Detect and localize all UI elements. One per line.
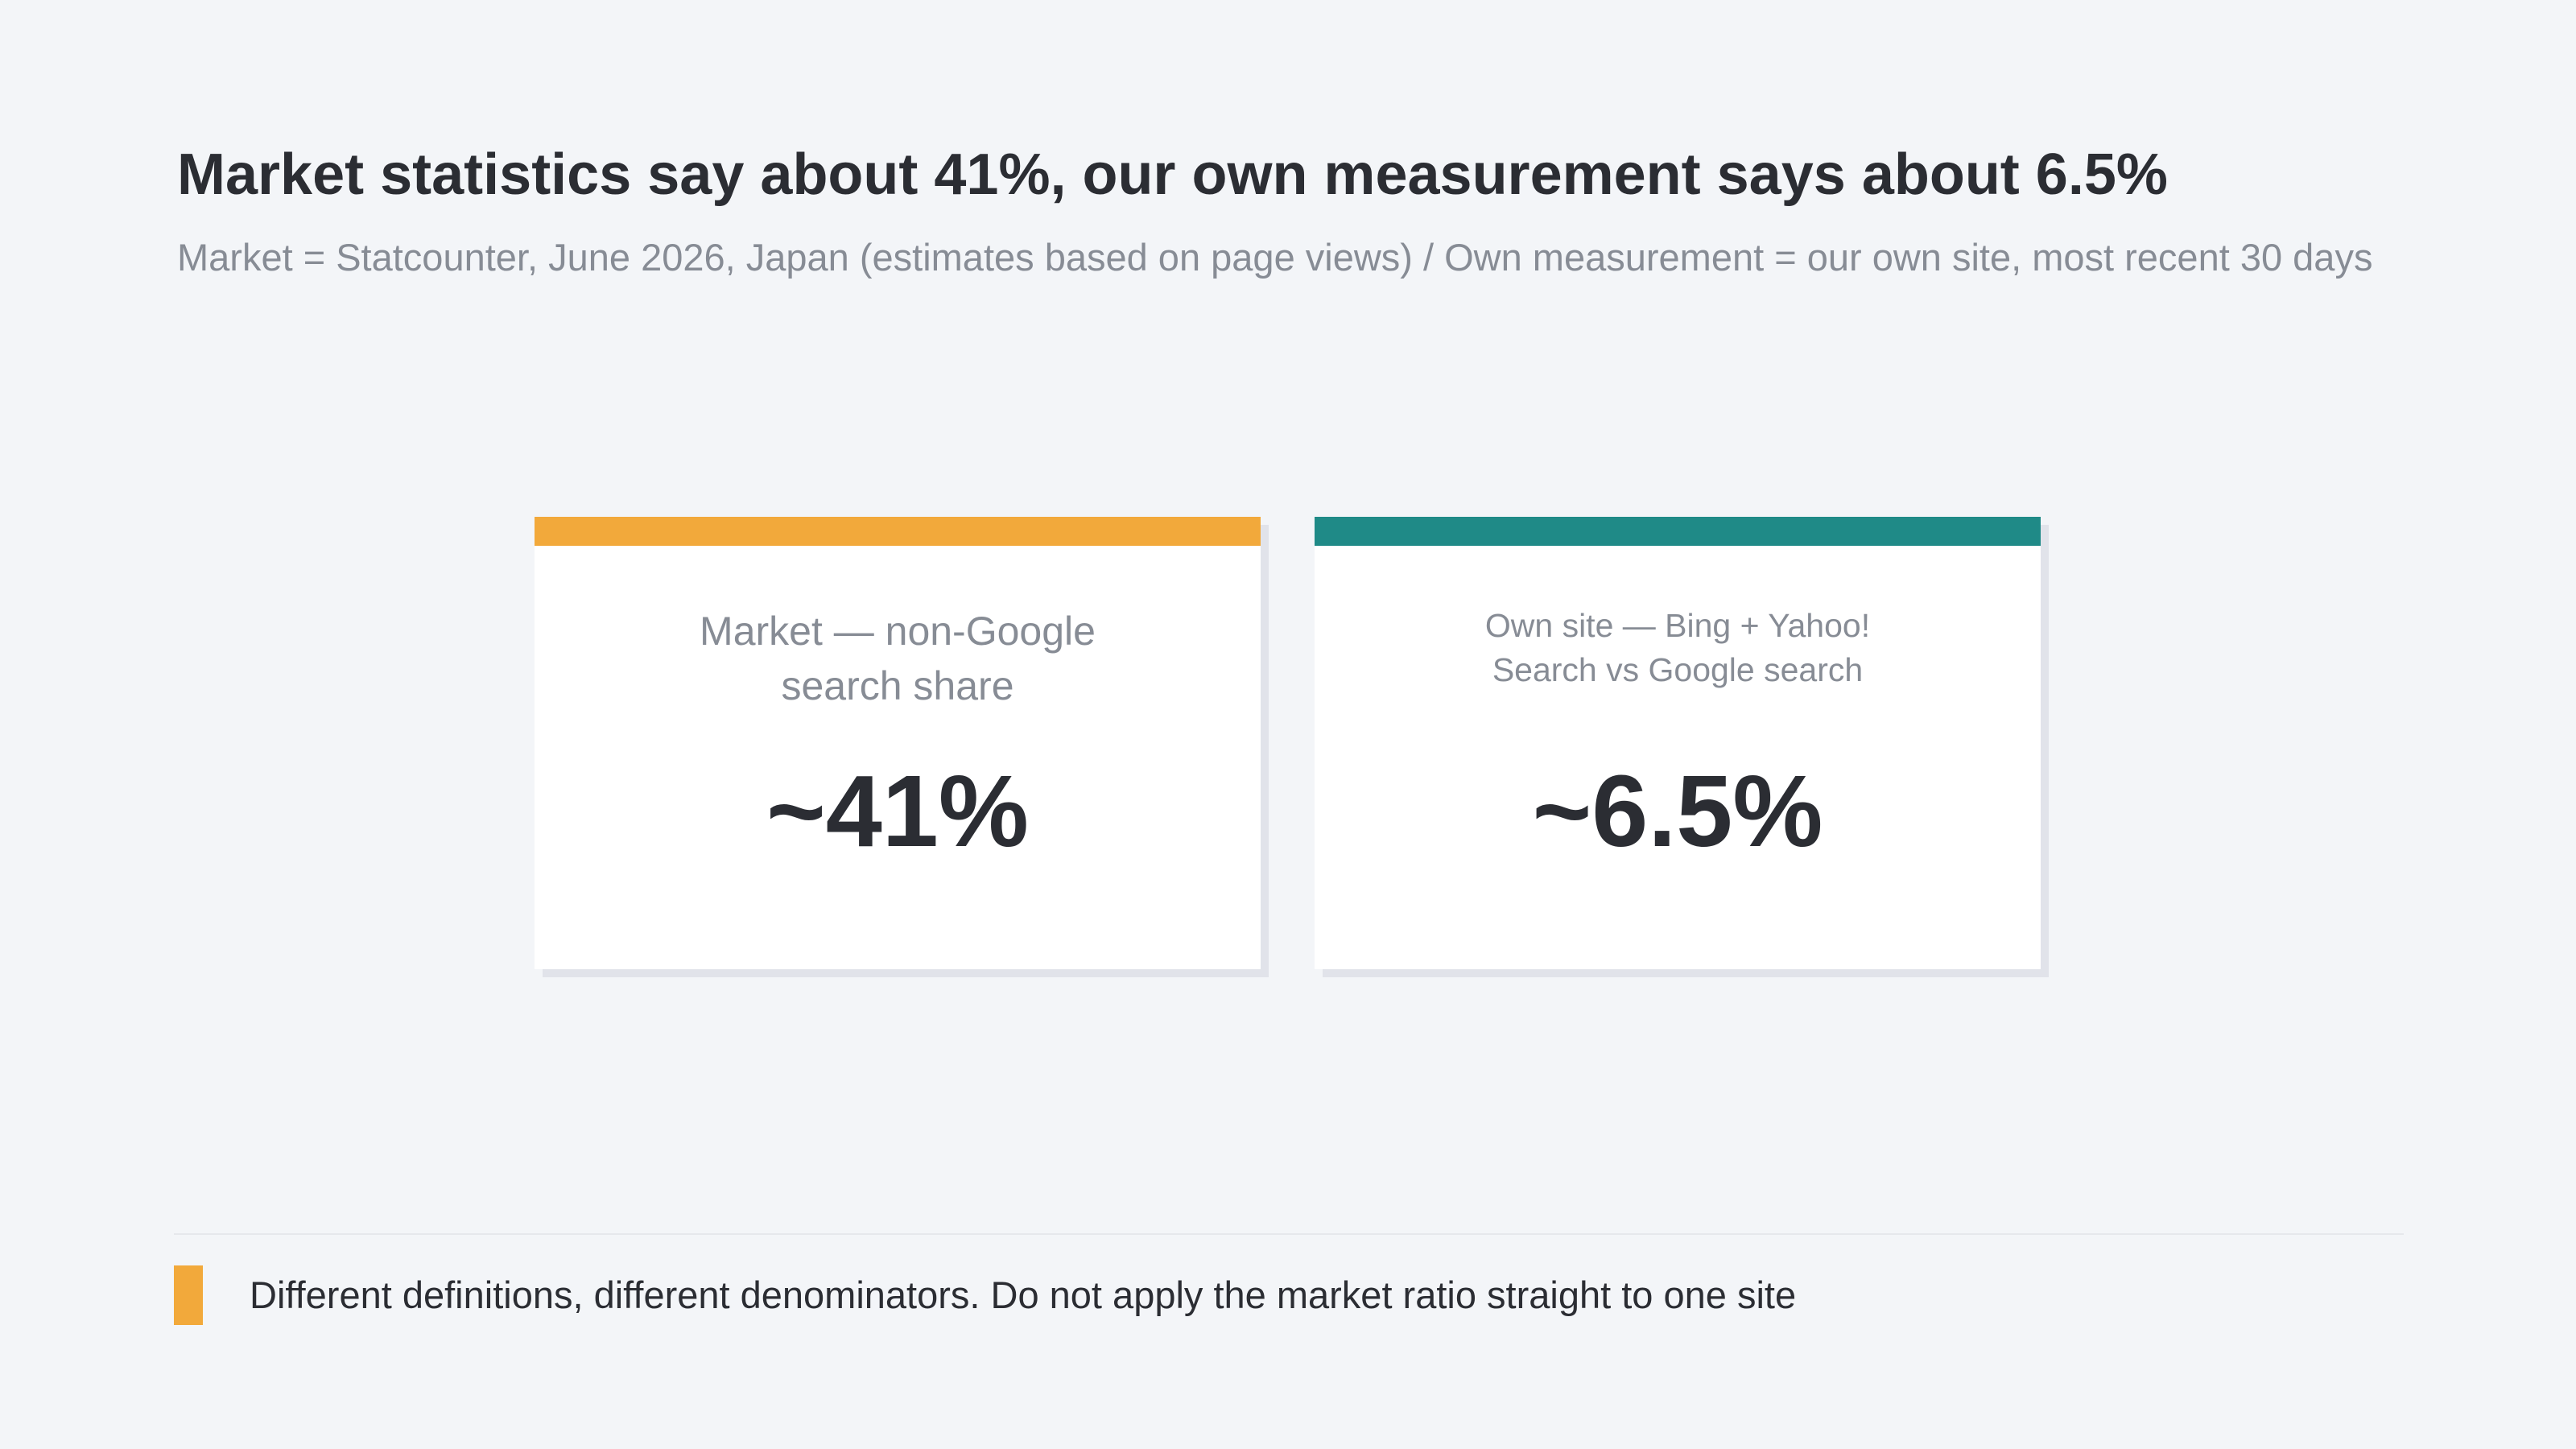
card-value: ~41%	[766, 754, 1029, 868]
card-value: ~6.5%	[1532, 754, 1823, 868]
footer-note: Different definitions, different denomin…	[250, 1274, 1797, 1316]
card-label-line2: search share	[781, 663, 1014, 708]
market-share-card: Market — non-Google search share ~41%	[535, 517, 1269, 977]
card-body: Own site — Bing + Yahoo! Search vs Googl…	[1315, 517, 2041, 969]
page-title: Market statistics say about 41%, our own…	[177, 142, 2168, 207]
card-accent-bar	[535, 517, 1261, 546]
card-label: Market — non-Google search share	[567, 604, 1228, 713]
card-label-line1: Own site — Bing + Yahoo!	[1484, 607, 1871, 644]
card-body: Market — non-Google search share ~41%	[535, 517, 1261, 969]
card-label-line1: Market — non-Google	[700, 609, 1096, 654]
card-label: Own site — Bing + Yahoo! Search vs Googl…	[1347, 604, 2008, 692]
page-subtitle: Market = Statcounter, June 2026, Japan (…	[177, 236, 2373, 279]
own-site-card: Own site — Bing + Yahoo! Search vs Googl…	[1315, 517, 2049, 977]
card-label-line2: Search vs Google search	[1492, 651, 1864, 688]
note-marker	[174, 1265, 203, 1325]
footer-divider	[174, 1233, 2404, 1235]
card-accent-bar	[1315, 517, 2041, 546]
